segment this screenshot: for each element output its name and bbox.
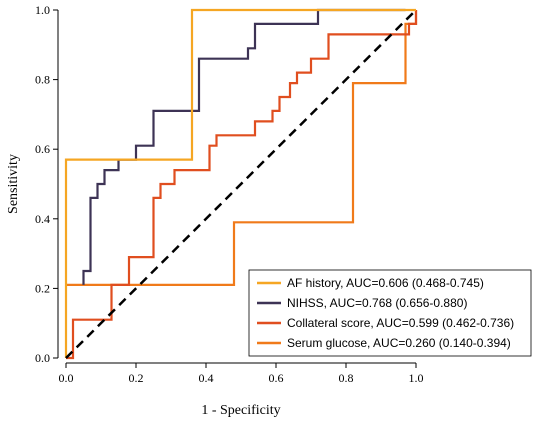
legend-label: AF history, AUC=0.606 (0.468-0.745) (287, 276, 484, 290)
x-tick-label: 0.4 (199, 371, 214, 385)
axes: 0.0 0.2 0.4 0.6 0.8 1.0 0.0 0.2 0.4 0.6 0.8 1.0 1 … (6, 3, 424, 418)
y-axis-title: Sensitivity (6, 154, 21, 214)
y-tick-label: 0.2 (35, 281, 50, 295)
y-tick-label: 1.0 (35, 3, 50, 17)
y-ticks: 0.0 0.2 0.4 0.6 0.8 1.0 (35, 3, 58, 365)
x-tick-label: 0.8 (339, 371, 354, 385)
x-tick-label: 0.2 (129, 371, 144, 385)
y-tick-label: 0.0 (35, 351, 50, 365)
x-tick-label: 0.0 (59, 371, 74, 385)
series-line-3 (66, 10, 418, 286)
y-tick-label: 0.4 (35, 212, 50, 226)
legend-box (248, 269, 532, 357)
legend-label: Serum glucose, AUC=0.260 (0.140-0.394) (287, 336, 511, 350)
legend-label: Collateral score, AUC=0.599 (0.462-0.736… (287, 316, 514, 330)
legend-label: NIHSS, AUC=0.768 (0.656-0.880) (287, 296, 467, 310)
x-ticks: 0.0 0.2 0.4 0.6 0.8 1.0 (59, 363, 424, 385)
y-tick-label: 0.8 (35, 73, 50, 87)
x-tick-label: 0.6 (269, 371, 284, 385)
x-axis-title: 1 - Specificity (201, 403, 280, 418)
series-line-1 (82, 8, 406, 285)
series-line-2 (66, 10, 418, 360)
series-layer (64, 8, 418, 360)
x-tick-label: 1.0 (409, 371, 424, 385)
series-line-0 (64, 8, 416, 358)
legend: AF history, AUC=0.606 (0.468-0.745) NIHSS… (248, 269, 532, 357)
y-tick-label: 0.6 (35, 142, 50, 156)
reference-diagonal-line (65, 9, 417, 359)
